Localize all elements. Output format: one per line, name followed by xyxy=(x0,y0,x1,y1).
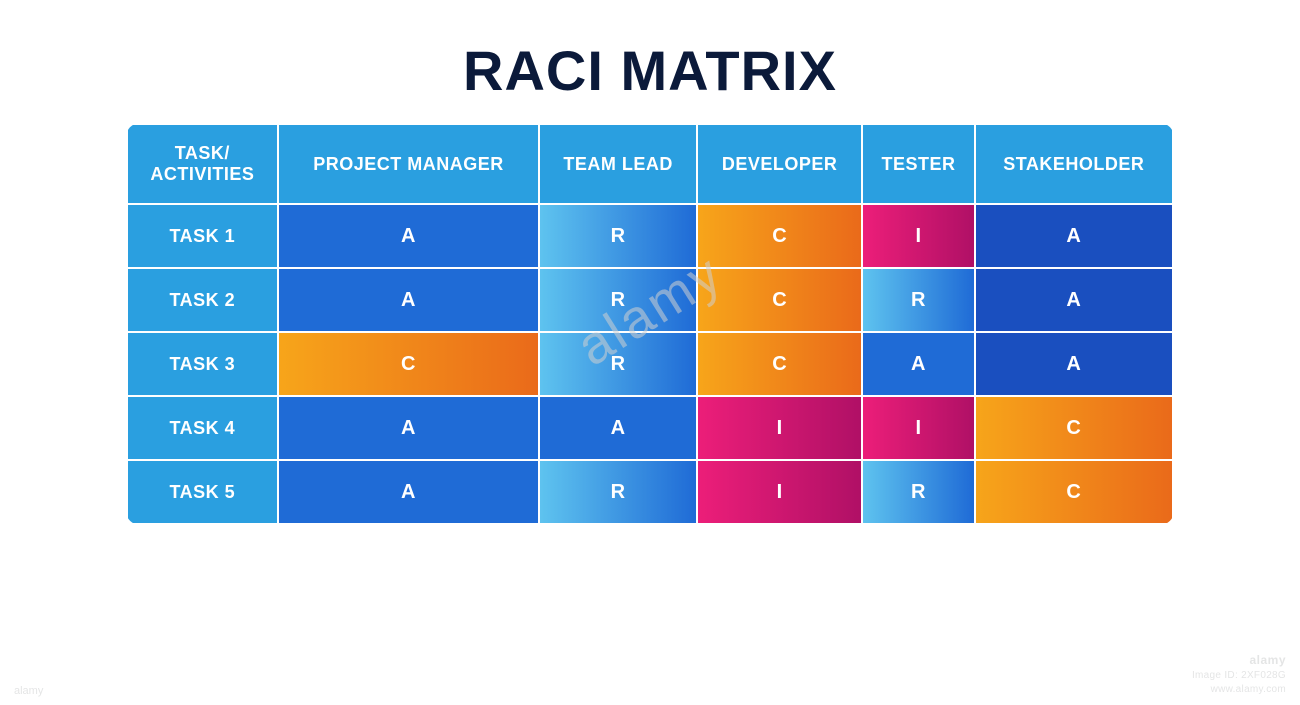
row-label: TASK 3 xyxy=(128,333,277,395)
raci-cell: I xyxy=(698,461,861,523)
raci-table-body: TASK 1ARCIATASK 2ARCRATASK 3CRCAATASK 4A… xyxy=(128,205,1172,523)
raci-cell: A xyxy=(976,269,1172,331)
raci-cell: C xyxy=(279,333,539,395)
raci-cell: A xyxy=(279,397,539,459)
raci-cell: A xyxy=(863,333,973,395)
watermark-image-id: Image ID: 2XF028G xyxy=(1192,669,1286,683)
raci-cell: R xyxy=(863,461,973,523)
raci-cell: A xyxy=(540,397,696,459)
column-header: DEVELOPER xyxy=(698,125,861,203)
watermark-brand: alamy xyxy=(1192,652,1286,669)
raci-cell: I xyxy=(863,205,973,267)
column-header: STAKEHOLDER xyxy=(976,125,1172,203)
raci-cell: C xyxy=(976,397,1172,459)
raci-cell: A xyxy=(976,205,1172,267)
table-row: TASK 3CRCAA xyxy=(128,333,1172,395)
watermark-bottom-right: alamy Image ID: 2XF028G www.alamy.com xyxy=(1192,652,1286,697)
raci-cell: R xyxy=(863,269,973,331)
raci-cell: C xyxy=(698,205,861,267)
raci-cell: R xyxy=(540,205,696,267)
table-row: TASK 1ARCIA xyxy=(128,205,1172,267)
raci-cell: I xyxy=(698,397,861,459)
watermark-bottom-left: alamy xyxy=(14,685,43,697)
raci-table: TASK/ACTIVITIESPROJECT MANAGERTEAM LEADD… xyxy=(126,123,1174,525)
table-row: TASK 5ARIRC xyxy=(128,461,1172,523)
row-label: TASK 1 xyxy=(128,205,277,267)
row-label: TASK 5 xyxy=(128,461,277,523)
column-header: PROJECT MANAGER xyxy=(279,125,539,203)
column-header: TASK/ACTIVITIES xyxy=(128,125,277,203)
raci-cell: R xyxy=(540,333,696,395)
raci-table-head: TASK/ACTIVITIESPROJECT MANAGERTEAM LEADD… xyxy=(128,125,1172,203)
raci-cell: R xyxy=(540,461,696,523)
column-header: TEAM LEAD xyxy=(540,125,696,203)
raci-cell: A xyxy=(279,269,539,331)
row-label: TASK 4 xyxy=(128,397,277,459)
page-title: RACI MATRIX xyxy=(0,0,1300,123)
table-row: TASK 4AAIIC xyxy=(128,397,1172,459)
raci-cell: C xyxy=(976,461,1172,523)
raci-cell: A xyxy=(976,333,1172,395)
raci-cell: A xyxy=(279,205,539,267)
watermark-url: www.alamy.com xyxy=(1192,683,1286,697)
raci-cell: I xyxy=(863,397,973,459)
row-label: TASK 2 xyxy=(128,269,277,331)
raci-header-row: TASK/ACTIVITIESPROJECT MANAGERTEAM LEADD… xyxy=(128,125,1172,203)
raci-cell: A xyxy=(279,461,539,523)
raci-cell: C xyxy=(698,269,861,331)
table-row: TASK 2ARCRA xyxy=(128,269,1172,331)
raci-cell: C xyxy=(698,333,861,395)
raci-cell: R xyxy=(540,269,696,331)
raci-matrix: TASK/ACTIVITIESPROJECT MANAGERTEAM LEADD… xyxy=(126,123,1174,525)
column-header: TESTER xyxy=(863,125,973,203)
